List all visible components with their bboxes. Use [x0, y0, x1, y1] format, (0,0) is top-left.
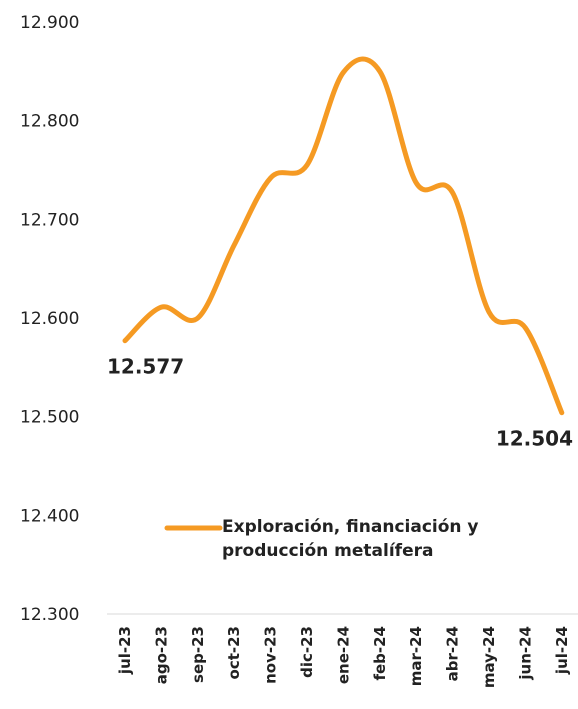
x-tick-label: jul-23	[116, 626, 134, 675]
y-tick-label: 12.900	[20, 13, 79, 33]
x-tick-label: jun-24	[516, 626, 534, 681]
y-tick-label: 12.600	[20, 309, 79, 329]
y-tick-label: 12.400	[20, 506, 79, 526]
x-tick-label: feb-24	[371, 626, 389, 681]
x-tick-label: abr-24	[444, 626, 462, 681]
x-tick-label: oct-23	[225, 626, 243, 679]
y-tick-label: 12.500	[20, 408, 79, 428]
x-tick-label: dic-23	[298, 626, 316, 678]
x-tick-label: nov-23	[262, 626, 280, 684]
y-tick-label: 12.300	[20, 605, 79, 625]
data-label: 12.577	[107, 355, 184, 379]
series-line	[122, 56, 565, 416]
x-tick-label: may-24	[480, 626, 498, 688]
x-tick-label: ago-23	[152, 626, 170, 684]
x-tick-label: ene-24	[334, 626, 352, 684]
y-tick-label: 12.700	[20, 210, 79, 230]
data-label: 12.504	[496, 427, 573, 451]
legend-label: Exploración, financiación y producción m…	[222, 517, 479, 561]
x-tick-label: sep-23	[189, 626, 207, 683]
x-tick-label: jul-24	[553, 626, 571, 675]
y-tick-label: 12.800	[20, 112, 79, 132]
x-tick-label: mar-24	[407, 626, 425, 686]
